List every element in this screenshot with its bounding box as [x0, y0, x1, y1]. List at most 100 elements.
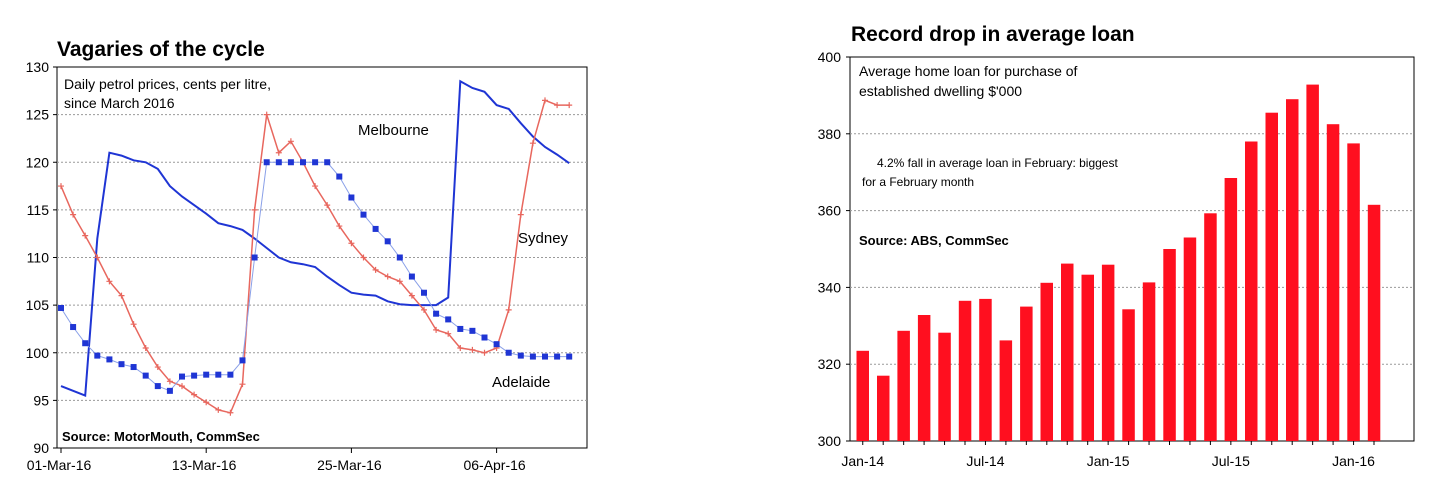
bar	[1020, 306, 1033, 441]
point-adelaide	[203, 371, 210, 378]
point-sydney	[263, 111, 270, 118]
point-adelaide	[227, 371, 234, 378]
bar	[1061, 263, 1074, 441]
chart-title: Vagaries of the cycle	[57, 38, 265, 61]
bar	[1040, 282, 1053, 441]
point-adelaide	[348, 194, 355, 201]
point-adelaide	[191, 372, 198, 379]
point-adelaide	[542, 353, 548, 360]
point-adelaide	[287, 159, 294, 166]
annotation-line-1: 4.2% fall in average loan in February: b…	[877, 156, 1118, 170]
point-sydney	[287, 138, 294, 145]
x-tick-label: Jul-15	[1212, 453, 1250, 469]
chart-subtitle-line-2: established dwelling $'000	[859, 83, 1022, 99]
bar	[1326, 124, 1340, 441]
point-adelaide	[457, 325, 464, 332]
bar	[1122, 309, 1135, 441]
point-adelaide	[469, 327, 476, 334]
point-adelaide	[360, 211, 367, 218]
point-sydney	[348, 240, 355, 247]
point-sydney	[130, 321, 137, 328]
point-adelaide	[554, 353, 561, 360]
y-tick-label: 100	[26, 345, 50, 361]
bar	[897, 330, 910, 441]
chart-source: Source: ABS, CommSec	[859, 233, 1009, 248]
point-adelaide	[408, 273, 415, 280]
point-adelaide	[82, 340, 89, 347]
x-axis-ticks: Jan-14 Jul-14 Jan-15 Jul-15 Jan-16	[841, 441, 1375, 469]
point-sydney	[106, 278, 113, 285]
x-tick-label: Jan-15	[1087, 453, 1130, 469]
point-sydney	[481, 349, 488, 356]
point-sydney	[505, 306, 512, 313]
y-tick-label: 320	[818, 356, 842, 372]
point-sydney	[433, 326, 440, 333]
series-label-sydney: Sydney	[518, 230, 569, 247]
point-adelaide	[433, 310, 440, 317]
point-adelaide	[372, 225, 379, 232]
point-sydney	[70, 211, 77, 218]
y-tick-label: 380	[818, 126, 842, 142]
bar	[1286, 99, 1299, 441]
bar	[979, 298, 992, 441]
point-adelaide	[58, 304, 64, 311]
point-adelaide	[118, 361, 125, 368]
y-tick-label: 300	[818, 433, 842, 449]
point-sydney	[542, 97, 548, 104]
chart-subtitle-line-2: since March 2016	[64, 95, 175, 111]
point-sydney	[469, 346, 476, 353]
y-tick-label: 120	[26, 154, 50, 170]
bar	[1347, 143, 1360, 441]
point-sydney	[251, 206, 258, 213]
point-adelaide	[384, 238, 391, 245]
series-label-adelaide: Adelaide	[492, 374, 550, 391]
bar	[938, 332, 951, 441]
point-adelaide	[505, 349, 512, 356]
bar	[856, 350, 869, 441]
point-sydney	[336, 223, 343, 230]
point-adelaide	[275, 159, 282, 166]
y-tick-label: 115	[27, 202, 50, 218]
point-adelaide	[396, 254, 403, 261]
point-sydney	[408, 292, 415, 299]
point-sydney	[203, 399, 210, 406]
point-adelaide	[336, 173, 343, 180]
bar	[1142, 282, 1156, 441]
chart-subtitle-line-1: Average home loan for purchase of	[859, 63, 1078, 79]
point-sydney	[191, 391, 198, 398]
x-tick-label: Jan-14	[841, 453, 884, 469]
point-sydney	[227, 409, 234, 416]
y-tick-label: 105	[26, 297, 50, 313]
bar	[1265, 112, 1278, 441]
point-sydney	[384, 273, 391, 280]
bar	[1163, 249, 1176, 441]
point-sydney	[372, 266, 379, 273]
point-sydney	[82, 232, 89, 239]
point-sydney	[421, 306, 427, 313]
point-sydney	[324, 202, 331, 209]
point-sydney	[215, 406, 222, 413]
point-sydney	[566, 102, 573, 109]
series-line-melbourne	[60, 79, 570, 398]
x-tick-label: Jul-14	[966, 453, 1004, 469]
point-sydney	[118, 292, 125, 299]
x-tick-label: Jan-16	[1332, 453, 1375, 469]
point-adelaide	[142, 372, 149, 379]
series-lines	[58, 79, 573, 416]
point-sydney	[94, 254, 101, 261]
point-adelaide	[94, 352, 101, 359]
bar	[1306, 84, 1319, 441]
x-tick-label: 06-Apr-16	[463, 457, 525, 473]
y-tick-label: 90	[33, 440, 49, 456]
y-axis-ticks: 300 320 340 360 380 400	[818, 49, 850, 449]
bar	[1367, 204, 1381, 441]
point-adelaide	[529, 353, 536, 360]
bar	[1245, 141, 1258, 441]
chart-subtitle-line-1: Daily petrol prices, cents per litre,	[64, 76, 271, 92]
point-sydney	[58, 183, 64, 190]
point-sydney	[142, 344, 149, 351]
point-adelaide	[445, 316, 452, 323]
bar	[1183, 237, 1197, 441]
point-adelaide	[251, 254, 258, 261]
point-adelaide	[324, 159, 331, 166]
